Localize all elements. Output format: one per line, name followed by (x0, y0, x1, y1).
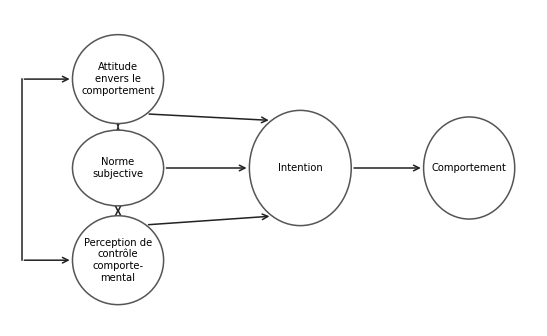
Ellipse shape (72, 35, 164, 124)
Text: Perception de
contrôle
comporte-
mental: Perception de contrôle comporte- mental (84, 238, 152, 283)
Ellipse shape (423, 117, 515, 219)
Text: Norme
subjective: Norme subjective (92, 157, 144, 179)
Ellipse shape (72, 216, 164, 305)
Ellipse shape (72, 130, 164, 206)
Text: Comportement: Comportement (432, 163, 507, 173)
Text: Attitude
envers le
comportement: Attitude envers le comportement (82, 62, 155, 96)
Text: Intention: Intention (278, 163, 323, 173)
Ellipse shape (249, 110, 351, 226)
